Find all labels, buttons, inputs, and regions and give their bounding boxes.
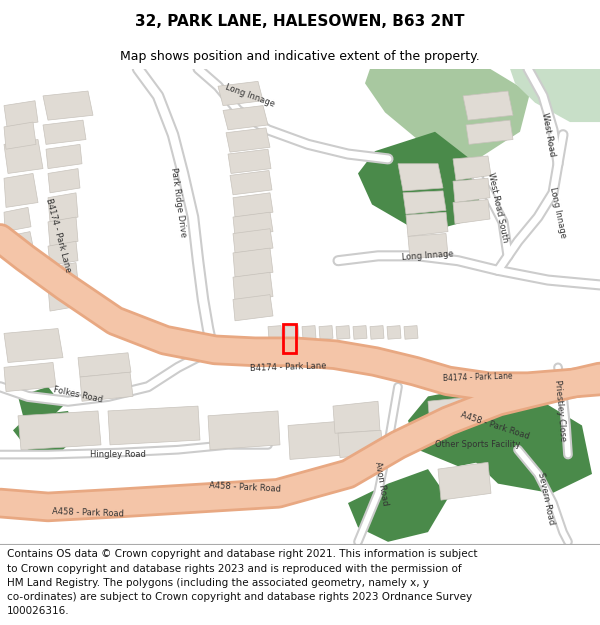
Polygon shape [18,411,101,450]
Polygon shape [353,326,367,339]
Text: A458 - Park Road: A458 - Park Road [52,507,124,519]
Polygon shape [48,169,80,193]
Polygon shape [228,149,271,174]
Polygon shape [233,248,273,277]
Polygon shape [466,120,513,144]
Polygon shape [230,171,272,195]
Polygon shape [218,81,263,106]
Text: Map shows position and indicative extent of the property.: Map shows position and indicative extent… [120,50,480,62]
Polygon shape [108,406,200,445]
Text: 32, PARK LANE, HALESOWEN, B63 2NT: 32, PARK LANE, HALESOWEN, B63 2NT [135,14,465,29]
Text: 100026316.: 100026316. [7,606,70,616]
Polygon shape [302,326,316,339]
Text: Folkes Road: Folkes Road [53,385,103,404]
Polygon shape [288,421,350,459]
Polygon shape [453,199,490,224]
Text: Avon Road: Avon Road [373,461,389,506]
Polygon shape [365,69,530,171]
Text: Long Innage: Long Innage [402,249,454,262]
Polygon shape [4,122,36,149]
Polygon shape [387,326,401,339]
Polygon shape [46,144,82,169]
Polygon shape [268,326,282,339]
Polygon shape [18,387,63,421]
Polygon shape [468,401,592,493]
Text: West Road South: West Road South [486,171,510,243]
Polygon shape [336,326,350,339]
Polygon shape [408,387,518,466]
Polygon shape [226,128,270,152]
Polygon shape [4,362,56,391]
Polygon shape [404,326,418,339]
Text: Priestley Close: Priestley Close [553,379,567,442]
Polygon shape [233,213,273,236]
Bar [283,324,296,352]
Polygon shape [438,462,491,500]
Text: co-ordinates) are subject to Crown copyright and database rights 2023 Ordnance S: co-ordinates) are subject to Crown copyr… [7,592,472,602]
Polygon shape [348,469,448,542]
Polygon shape [233,193,273,217]
Text: Other Sports Facility: Other Sports Facility [436,441,521,449]
Text: A458 - Park Road: A458 - Park Road [460,410,530,441]
Polygon shape [80,372,133,401]
Polygon shape [358,132,485,234]
Text: Long Innage: Long Innage [548,186,568,239]
Polygon shape [428,396,480,426]
Polygon shape [4,208,31,232]
Polygon shape [463,91,513,120]
Text: Hingley Road: Hingley Road [90,450,146,459]
Polygon shape [338,431,383,457]
Polygon shape [48,193,78,222]
Text: Long Innage: Long Innage [224,82,276,109]
Polygon shape [48,262,78,287]
Polygon shape [233,294,273,321]
Text: HM Land Registry. The polygons (including the associated geometry, namely x, y: HM Land Registry. The polygons (includin… [7,578,429,588]
Polygon shape [4,174,38,208]
Polygon shape [223,106,268,130]
Text: Severn Road: Severn Road [536,471,556,525]
Polygon shape [43,120,86,144]
Polygon shape [13,411,78,454]
Polygon shape [48,217,78,246]
Polygon shape [233,272,273,301]
Polygon shape [4,139,43,174]
Polygon shape [4,101,38,127]
Polygon shape [78,352,131,377]
Polygon shape [208,411,280,450]
Polygon shape [453,156,491,180]
Polygon shape [370,326,384,339]
Text: B4174 - Park Lane: B4174 - Park Lane [250,361,326,373]
Polygon shape [4,329,63,362]
Polygon shape [403,191,446,214]
Polygon shape [285,326,299,339]
Polygon shape [43,91,93,120]
Text: Contains OS data © Crown copyright and database right 2021. This information is : Contains OS data © Crown copyright and d… [7,549,478,559]
Polygon shape [408,234,448,259]
Polygon shape [453,178,490,202]
Text: A458 - Park Road: A458 - Park Road [209,481,281,494]
Polygon shape [48,241,78,266]
Polygon shape [48,282,78,311]
Polygon shape [398,164,443,191]
Text: Park Ridge Drive: Park Ridge Drive [169,167,187,238]
Text: West Road: West Road [540,112,556,158]
Polygon shape [6,232,33,251]
Polygon shape [406,213,448,236]
Text: to Crown copyright and database rights 2023 and is reproduced with the permissio: to Crown copyright and database rights 2… [7,564,462,574]
Polygon shape [510,69,600,122]
Polygon shape [233,229,273,253]
Text: B4174 - Park Lane: B4174 - Park Lane [44,198,72,274]
Polygon shape [333,401,380,433]
Text: B4174 - Park Lane: B4174 - Park Lane [443,371,513,382]
Polygon shape [319,326,333,339]
